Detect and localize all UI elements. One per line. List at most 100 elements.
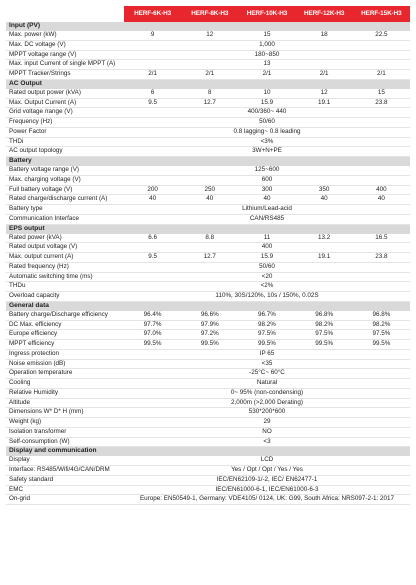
- spec-row: EMC IEC/EN61000-6-1, IEC/EN61000-6-3: [6, 485, 410, 496]
- spec-value-shared: 180~850: [124, 50, 410, 61]
- header-blank-cell: [6, 6, 125, 22]
- spec-value-shared: 125~600: [124, 166, 410, 176]
- spec-label: Full battery voltage (V): [6, 185, 125, 196]
- spec-value-shared: 2,000m (>2,000 Derating): [124, 398, 410, 409]
- spec-row: Noise emission (dB) <35: [6, 359, 410, 370]
- spec-label: Power Factor: [6, 127, 125, 138]
- spec-row: THDu <2%: [6, 281, 410, 292]
- spec-value: 9.5: [124, 98, 182, 109]
- spec-value-shared: 0.8 lagging~ 0.8 leading: [124, 127, 410, 138]
- spec-value-shared: 3W+N+PE: [124, 146, 410, 157]
- spec-label: Max. DC voltage (V): [6, 40, 125, 51]
- spec-row: Max. input Current of single MPPT (A) 13: [6, 59, 410, 70]
- spec-body: Input (PV) Max. power (kW) 9 12 15 18 22.5 Max.…: [6, 22, 410, 505]
- spec-value-shared: CAN/RS485: [124, 214, 410, 225]
- spec-value: 2/1: [181, 69, 239, 80]
- spec-value: 97.5%: [295, 329, 353, 340]
- section-title: General data: [6, 301, 410, 311]
- spec-value: 250: [181, 185, 239, 196]
- spec-value: 99.5%: [124, 339, 182, 350]
- spec-value-shared: 400: [124, 242, 410, 253]
- model-header: HERF-6K-H3 HERF-8K-H3 HERF-10K-H3 HERF-1…: [6, 6, 410, 22]
- spec-label: Communication Interface: [6, 214, 125, 225]
- spec-value: 40: [238, 194, 296, 205]
- spec-value: 96.6%: [181, 310, 239, 321]
- spec-value: 300: [238, 185, 296, 196]
- spec-label: Battery charge/Discharge efficiency: [6, 310, 125, 321]
- spec-row: Max. charging voltage (V) 600: [6, 175, 410, 186]
- spec-value: 96.4%: [124, 310, 182, 321]
- model-header-cell: HERF-12K-H3: [295, 6, 353, 22]
- spec-value-shared: <3: [124, 437, 410, 448]
- spec-value-shared: 110%, 30S/120%, 10s / 150%, 0.02S: [124, 291, 410, 302]
- spec-label: Relative Humidity: [6, 388, 125, 399]
- section-title: Input (PV): [6, 22, 410, 31]
- spec-label: AC output topology: [6, 146, 125, 157]
- spec-value-shared: Europe: EN50549-1, Germany: VDE4105/ 012…: [124, 494, 410, 505]
- spec-value-shared: <3%: [124, 137, 410, 148]
- spec-label: Battery voltage range (V): [6, 166, 125, 176]
- spec-value: 40: [295, 194, 353, 205]
- spec-value: 350: [295, 185, 353, 196]
- spec-row: MPPT Tracker/Strings 2/1 2/1 2/1 2/1 2/1: [6, 69, 410, 80]
- spec-label: THDu: [6, 281, 125, 292]
- spec-value: 15: [352, 88, 410, 99]
- spec-label: MPPT Tracker/Strings: [6, 69, 125, 80]
- spec-label: Rated frequency (Hz): [6, 262, 125, 273]
- spec-value: 97.7%: [124, 320, 182, 331]
- spec-row: Relative Humidity 0~ 95% (non-condensing): [6, 388, 410, 399]
- spec-row: Rated output power (kVA) 6 8 10 12 15: [6, 88, 410, 99]
- spec-label: Operation temperature: [6, 368, 125, 379]
- spec-value: 40: [181, 194, 239, 205]
- spec-label: Rated output voltage (V): [6, 242, 125, 253]
- spec-value: 15: [238, 31, 296, 41]
- spec-value: 19.1: [295, 252, 353, 263]
- spec-value-shared: 50/60: [124, 117, 410, 128]
- spec-label: Isolation transformer: [6, 427, 125, 438]
- spec-row: Automatic switching time (ms) <20: [6, 272, 410, 283]
- spec-label: Europe efficiency: [6, 329, 125, 340]
- spec-label: Grid voltage /range (V): [6, 107, 125, 118]
- section-title: Display and communication: [6, 446, 410, 457]
- spec-value: 12.7: [181, 98, 239, 109]
- spec-row: Rated frequency (Hz) 50/60: [6, 262, 410, 273]
- spec-value-shared: <35: [124, 359, 410, 370]
- spec-value: 22.5: [352, 31, 410, 41]
- spec-value: 400: [352, 185, 410, 196]
- spec-value: 16.5: [352, 233, 410, 244]
- spec-value-shared: NO: [124, 427, 410, 438]
- spec-value-shared: <20: [124, 272, 410, 283]
- spec-value: 97.5%: [352, 329, 410, 340]
- spec-row: Safety standard IEC/EN62109-1/-2, IEC/ EN…: [6, 475, 410, 486]
- spec-value: 97.9%: [181, 320, 239, 331]
- spec-value: 99.5%: [352, 339, 410, 350]
- spec-row: Dimensions W* D* H (mm) 530*200*600: [6, 407, 410, 418]
- spec-label: Rated power (kVA): [6, 233, 125, 244]
- spec-label: Rated charge/discharge current (A): [6, 194, 125, 205]
- spec-row: Battery charge/Discharge efficiency 96.4%…: [6, 310, 410, 321]
- spec-label: Automatic switching time (ms): [6, 272, 125, 283]
- spec-label: Weight (kg): [6, 417, 125, 428]
- spec-value: 2/1: [124, 69, 182, 80]
- section-title: AC Output: [6, 79, 410, 89]
- spec-value: 99.5%: [238, 339, 296, 350]
- spec-value: 12: [181, 31, 239, 41]
- section-title: EPS output: [6, 224, 410, 234]
- spec-value: 6.6: [124, 233, 182, 244]
- spec-row: Max. Output Current (A) 9.5 12.7 15.9 19.1 23…: [6, 98, 410, 109]
- spec-value-shared: 50/60: [124, 262, 410, 273]
- spec-value-shared: IP 65: [124, 349, 410, 360]
- spec-value: 9: [124, 31, 182, 41]
- spec-table: HERF-6K-H3 HERF-8K-H3 HERF-10K-H3 HERF-1…: [6, 6, 410, 505]
- spec-value: 13.2: [295, 233, 353, 244]
- section-header: EPS output: [6, 224, 410, 234]
- spec-label: Frequency (Hz): [6, 117, 125, 128]
- spec-row: Cooling Natural: [6, 378, 410, 389]
- spec-value: 98.2%: [295, 320, 353, 331]
- spec-row: Altitude 2,000m (>2,000 Derating): [6, 398, 410, 409]
- spec-value-shared: 530*200*600: [124, 407, 410, 418]
- spec-row: Frequency (Hz) 50/60: [6, 117, 410, 128]
- spec-value: 40: [352, 194, 410, 205]
- spec-row: AC output topology 3W+N+PE: [6, 146, 410, 157]
- spec-row: Full battery voltage (V) 200 250 300 350 400: [6, 185, 410, 196]
